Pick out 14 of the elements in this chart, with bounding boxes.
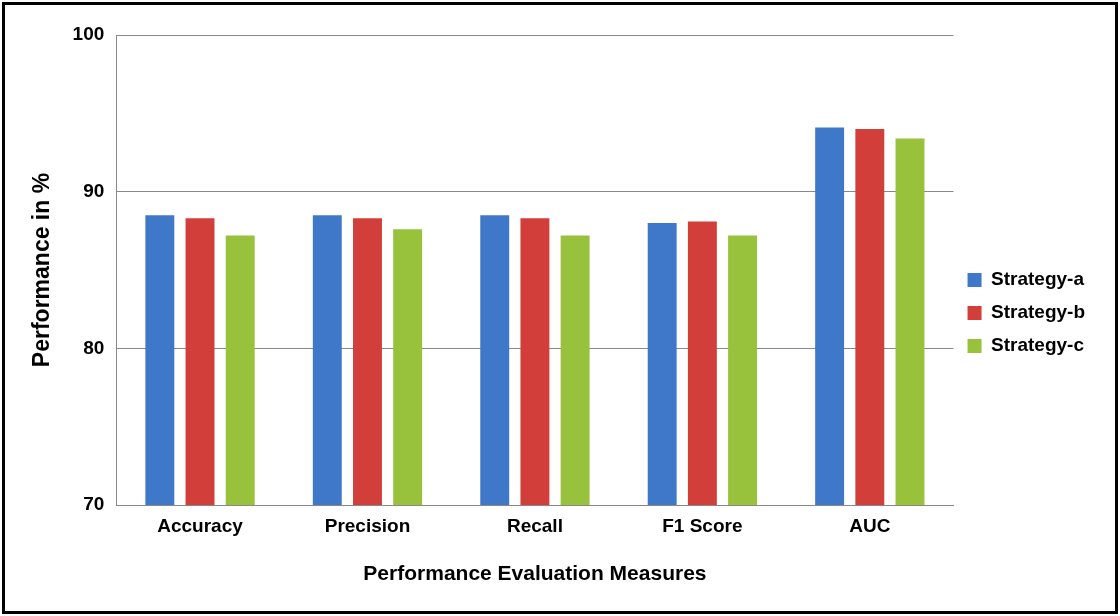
x-tick-label: Precision [324, 514, 411, 536]
legend-label: Strategy-c [991, 334, 1085, 356]
x-tick-label: Accuracy [157, 514, 244, 536]
y-axis-title: Performance in % [28, 172, 55, 368]
legend-label: Strategy-b [991, 301, 1086, 323]
x-axis-title: Performance Evaluation Measures [363, 561, 707, 585]
y-tick-label: 80 [83, 336, 105, 358]
y-tick-label: 100 [72, 23, 105, 45]
y-tick-label: 70 [83, 493, 105, 515]
x-tick-label: F1 Score [662, 514, 743, 536]
legend-label: Strategy-a [991, 268, 1085, 290]
x-tick-label: AUC [849, 514, 891, 536]
x-tick-label: Recall [506, 514, 563, 536]
y-tick-label: 90 [83, 179, 105, 201]
